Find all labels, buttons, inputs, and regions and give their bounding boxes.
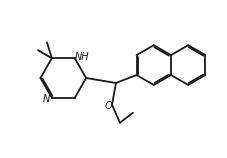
Text: O: O [104, 101, 111, 111]
Text: N: N [43, 94, 50, 104]
Text: NH: NH [74, 52, 89, 62]
